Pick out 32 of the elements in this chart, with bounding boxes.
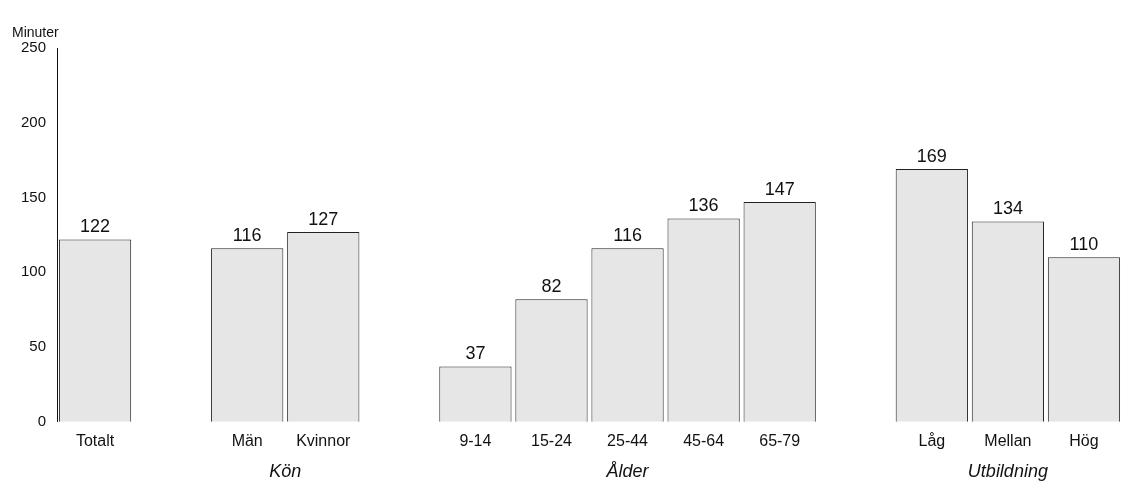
x-tick-label: Låg (918, 431, 946, 449)
x-tick-label: Män (231, 431, 263, 449)
x-tick-label: 45-64 (683, 431, 725, 449)
data-label: 136 (688, 195, 719, 216)
x-tick-label: Kvinnor (296, 431, 352, 449)
data-label: 116 (232, 225, 262, 246)
x-tick-label: Mellan (984, 431, 1032, 449)
y-tick-label: 100 (21, 262, 47, 280)
y-tick-label: 50 (29, 337, 47, 355)
x-tick-label: Hög (1069, 431, 1099, 449)
x-tick-label: 9-14 (459, 431, 492, 449)
data-label: 110 (1069, 234, 1099, 255)
y-tick-label: 200 (21, 112, 47, 130)
data-label: 127 (308, 208, 339, 229)
y-tick-label: 250 (21, 38, 47, 56)
text: Utbildning (967, 461, 1048, 481)
y-axis-title: Minuter (12, 23, 60, 40)
x-tick-label: Totalt (75, 431, 115, 449)
data-label: 116 (613, 225, 642, 246)
x-tick-label: 25-44 (607, 431, 649, 449)
x-tick-label: 65-79 (759, 431, 801, 449)
data-label: 122 (80, 216, 111, 237)
data-label: 82 (541, 276, 562, 297)
data-label: 134 (992, 198, 1023, 219)
x-tick-label: 15-24 (531, 431, 573, 449)
data-label: 169 (916, 146, 947, 167)
data-label: 147 (764, 178, 795, 199)
text: Kön (269, 461, 302, 481)
y-tick-label: 150 (21, 187, 47, 205)
text: Ålder (605, 461, 650, 481)
data-label: 37 (465, 343, 486, 364)
y-tick-label: 0 (37, 411, 47, 429)
